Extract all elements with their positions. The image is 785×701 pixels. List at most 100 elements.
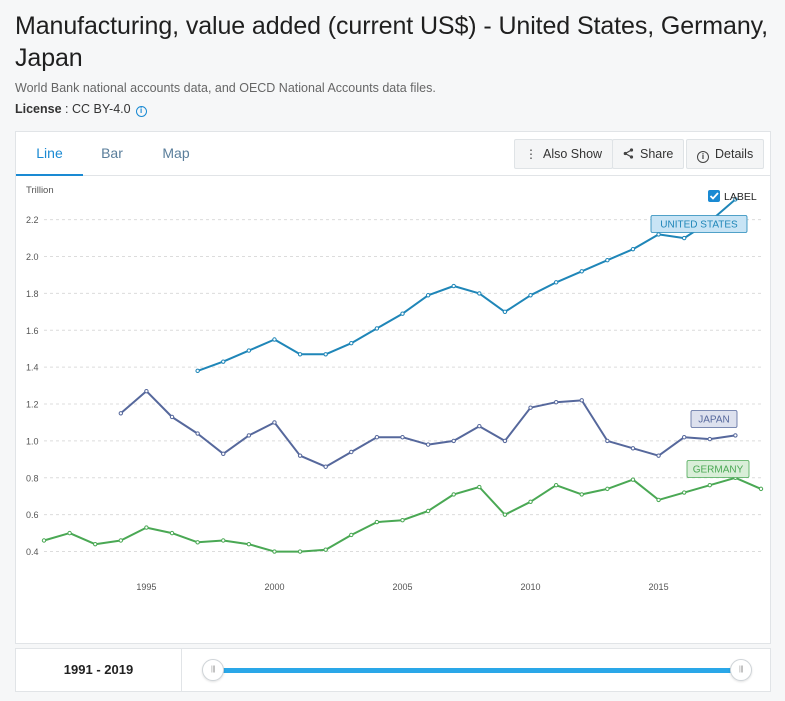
data-point: [93, 541, 98, 547]
series-label-box: [650, 215, 748, 233]
data-point: [477, 484, 482, 490]
data-point: [195, 540, 200, 545]
data-point: [272, 420, 277, 425]
details-label: Details: [715, 147, 754, 161]
data-point: [118, 411, 124, 416]
data-point: [67, 530, 72, 536]
share-label: Share: [640, 147, 674, 161]
data-point: [656, 453, 661, 458]
data-point: [733, 197, 738, 202]
details-button[interactable]: i Details: [686, 139, 765, 169]
range-start-handle[interactable]: |||: [202, 659, 224, 681]
x-tick-label: 2000: [264, 582, 284, 592]
data-point: [297, 352, 303, 357]
data-point: [477, 423, 482, 429]
data-point: [349, 341, 354, 346]
label-toggle-text: LABEL: [724, 191, 757, 203]
y-tick-label: 1.8: [26, 289, 39, 299]
data-point: [297, 453, 303, 458]
data-point: [605, 486, 610, 492]
license-label: License: [15, 102, 62, 116]
tab-map[interactable]: Map: [162, 145, 190, 161]
range-label: 1991 - 2019: [16, 649, 182, 691]
data-point: [169, 414, 175, 420]
x-tick-label: 1995: [136, 582, 156, 592]
page-title: Manufacturing, value added (current US$)…: [15, 12, 769, 72]
also-show-label: Also Show: [543, 147, 603, 161]
data-point: [144, 525, 149, 530]
data-point: [221, 451, 226, 457]
data-point: [374, 326, 380, 331]
data-point: [221, 538, 226, 543]
data-point: [553, 400, 559, 405]
series-line-united-states: [197, 198, 737, 372]
data-point: [707, 482, 712, 488]
data-point: [374, 519, 380, 525]
series-label-box: [690, 410, 738, 428]
license: License : CC BY-4.0 i: [15, 102, 147, 117]
data-point: [144, 388, 149, 394]
range-slider-bar: 1991 - 2019 ||| |||: [15, 648, 771, 692]
data-point: [349, 449, 354, 455]
data-point: [630, 477, 636, 482]
data-point: [323, 547, 328, 552]
data-point: [502, 512, 508, 517]
more-vertical-icon: ⋮: [525, 147, 537, 161]
y-tick-label: 1.2: [26, 400, 39, 410]
y-tick-label: 2.0: [26, 252, 39, 262]
y-tick-label: 1.6: [26, 326, 39, 336]
checkmark-icon: [709, 192, 719, 200]
data-point: [451, 438, 456, 444]
data-point: [528, 405, 533, 410]
share-icon: [623, 140, 634, 168]
range-end-handle[interactable]: |||: [730, 659, 752, 681]
data-point: [605, 438, 610, 444]
data-point: [349, 532, 354, 538]
data-point: [553, 280, 559, 285]
tab-bar[interactable]: Bar: [101, 145, 123, 161]
share-button[interactable]: Share: [612, 139, 685, 169]
data-point: [221, 359, 226, 364]
data-point: [118, 538, 124, 543]
license-value: : CC BY-4.0: [61, 102, 131, 116]
data-point: [246, 541, 252, 547]
data-point: [502, 438, 508, 444]
chart-card: Line Bar Map ⋮ Also Show Share i Details T…: [15, 131, 771, 644]
also-show-button[interactable]: ⋮ Also Show: [514, 139, 614, 169]
data-point: [477, 291, 482, 296]
data-point: [579, 398, 584, 403]
data-point: [451, 283, 456, 289]
y-tick-label: 0.6: [26, 510, 39, 520]
data-point: [630, 246, 636, 252]
x-tick-label: 2015: [649, 582, 669, 592]
info-icon[interactable]: i: [135, 106, 147, 117]
series-label: GERMANY: [693, 465, 744, 476]
data-point: [246, 433, 252, 438]
data-point: [758, 486, 764, 492]
data-point: [528, 293, 533, 298]
data-point: [681, 235, 687, 241]
data-point: [272, 549, 277, 554]
data-point: [323, 464, 328, 469]
y-tick-label: 2.2: [26, 215, 39, 225]
data-point: [374, 435, 380, 440]
data-point: [681, 435, 687, 440]
source-note: World Bank national accounts data, and O…: [15, 81, 436, 95]
data-point: [553, 482, 559, 488]
data-point: [656, 497, 661, 503]
data-point: [605, 258, 610, 263]
series-label-box: [686, 460, 750, 478]
tabs-bar: Line Bar Map ⋮ Also Show Share i Details: [16, 132, 770, 176]
data-point: [733, 433, 738, 438]
y-tick-label: 0.8: [26, 473, 39, 483]
range-slider-track[interactable]: [212, 668, 741, 673]
data-point: [451, 492, 456, 497]
tab-line[interactable]: Line: [16, 132, 83, 176]
data-point: [425, 293, 431, 298]
y-axis-label: Trillion: [26, 185, 54, 196]
data-point: [195, 431, 200, 436]
label-checkbox[interactable]: [708, 190, 720, 202]
data-point: [425, 508, 431, 514]
data-point: [579, 492, 584, 497]
data-point: [246, 348, 252, 353]
